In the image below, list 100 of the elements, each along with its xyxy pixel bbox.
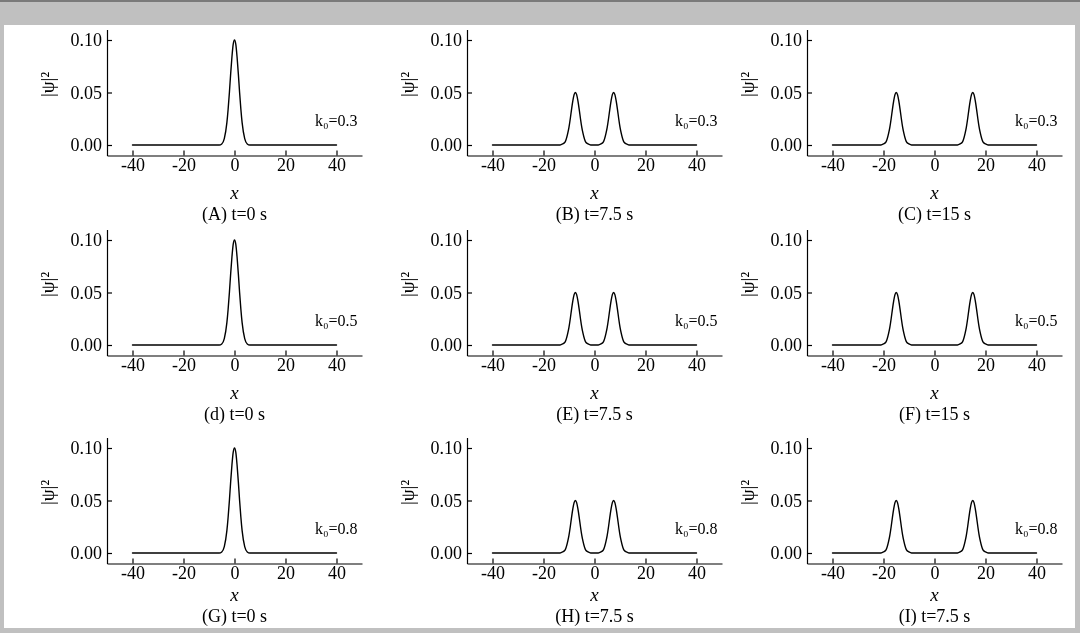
x-tick-label: 0: [930, 155, 940, 176]
x-tick-label: 40: [1028, 563, 1046, 584]
y-axis-title: |ψ|²: [36, 271, 58, 298]
y-tick-label: 0.05: [430, 282, 462, 303]
x-tick-label: 0: [590, 155, 600, 176]
annotation: k₀=0.5: [315, 311, 358, 328]
y-axis-title: |ψ|²: [736, 271, 758, 298]
x-tick-label: 0: [230, 155, 240, 176]
annotation: k₀=0.3: [675, 111, 718, 128]
x-tick-label: 40: [328, 355, 346, 376]
y-tick-label: 0.10: [430, 30, 462, 51]
x-tick-label: 40: [1028, 355, 1046, 376]
y-tick-label: 0.00: [770, 543, 802, 564]
text: (I) t=7.5 s: [898, 605, 971, 627]
x-tick-label: -20: [532, 355, 556, 376]
x-tick-label: -40: [821, 563, 845, 584]
y-tick-label: 0.00: [70, 135, 102, 156]
x-tick-label: -20: [872, 155, 896, 176]
text: (d) t=0 s: [203, 403, 266, 425]
x-axis-title: x: [929, 583, 940, 604]
x-tick-label: 40: [328, 563, 346, 584]
y-tick-label: 0.10: [70, 30, 102, 51]
x-tick-label: 0: [930, 563, 940, 584]
x-tick-label: -20: [872, 355, 896, 376]
y-tick-label: 0.05: [430, 82, 462, 103]
x-tick-label: -20: [532, 563, 556, 584]
x-tick-label: 0: [930, 355, 940, 376]
y-tick-label: 0.00: [70, 543, 102, 564]
y-axis-title: |ψ|²: [396, 479, 418, 506]
x-axis-title: x: [589, 381, 600, 402]
text: (E) t=7.5 s: [556, 403, 633, 425]
y-tick-label: 0.00: [430, 543, 462, 564]
x-axis-title: x: [229, 181, 240, 202]
text: (A) t=0 s: [201, 203, 268, 225]
x-axis-title: x: [589, 583, 600, 604]
x-axis-title: x: [929, 181, 940, 202]
y-tick-label: 0.05: [430, 490, 462, 511]
x-tick-label: -20: [872, 563, 896, 584]
x-tick-label: 20: [277, 563, 295, 584]
x-tick-label: 40: [688, 355, 706, 376]
y-tick-label: 0.10: [770, 230, 802, 251]
y-axis-title: |ψ|²: [396, 71, 418, 98]
y-tick-label: 0.10: [70, 230, 102, 251]
x-tick-label: -20: [172, 355, 196, 376]
x-tick-label: -40: [121, 155, 145, 176]
y-tick-label: 0.05: [770, 282, 802, 303]
x-tick-label: -40: [821, 355, 845, 376]
y-tick-label: 0.05: [70, 490, 102, 511]
text: (C) t=15 s: [897, 203, 972, 225]
x-tick-label: -40: [121, 355, 145, 376]
annotation: k₀=0.8: [675, 519, 718, 536]
y-axis-title: |ψ|²: [36, 71, 58, 98]
x-tick-label: 40: [328, 155, 346, 176]
x-tick-label: -40: [821, 155, 845, 176]
x-tick-label: 20: [977, 563, 995, 584]
y-tick-label: 0.00: [430, 135, 462, 156]
y-tick-label: 0.00: [770, 135, 802, 156]
y-tick-label: 0.00: [770, 335, 802, 356]
x-tick-label: -20: [532, 155, 556, 176]
y-tick-label: 0.05: [770, 82, 802, 103]
x-tick-label: 20: [977, 155, 995, 176]
x-axis-title: x: [589, 181, 600, 202]
x-tick-label: 20: [637, 563, 655, 584]
x-tick-label: 0: [590, 355, 600, 376]
x-tick-label: -20: [172, 563, 196, 584]
text: (F) t=15 s: [898, 403, 971, 425]
annotation: k₀=0.5: [1015, 311, 1058, 328]
y-tick-label: 0.10: [770, 30, 802, 51]
x-tick-label: -40: [481, 355, 505, 376]
y-tick-label: 0.05: [70, 82, 102, 103]
y-tick-label: 0.10: [430, 230, 462, 251]
annotation: k₀=0.3: [315, 111, 358, 128]
annotation: k₀=0.3: [1015, 111, 1058, 128]
x-tick-label: 40: [688, 563, 706, 584]
y-tick-label: 0.10: [430, 438, 462, 459]
x-axis-title: x: [229, 583, 240, 604]
x-axis-title: x: [929, 381, 940, 402]
y-tick-label: 0.00: [70, 335, 102, 356]
x-axis-title: x: [229, 381, 240, 402]
text: (B) t=7.5 s: [555, 203, 634, 225]
y-tick-label: 0.10: [770, 438, 802, 459]
x-tick-label: -40: [481, 155, 505, 176]
annotation: k₀=0.8: [315, 519, 358, 536]
y-tick-label: 0.05: [70, 282, 102, 303]
x-tick-label: -40: [121, 563, 145, 584]
x-tick-label: 40: [688, 155, 706, 176]
x-tick-label: 0: [230, 563, 240, 584]
y-axis-title: |ψ|²: [736, 479, 758, 506]
y-axis-title: |ψ|²: [36, 479, 58, 506]
x-tick-label: 40: [1028, 155, 1046, 176]
text: (G) t=0 s: [201, 605, 268, 627]
annotation: k₀=0.5: [675, 311, 718, 328]
y-axis-title: |ψ|²: [736, 71, 758, 98]
y-tick-label: 0.10: [70, 438, 102, 459]
x-tick-label: -20: [172, 155, 196, 176]
x-tick-label: 20: [277, 155, 295, 176]
x-tick-label: 20: [977, 355, 995, 376]
annotation: k₀=0.8: [1015, 519, 1058, 536]
text: (H) t=7.5 s: [555, 605, 634, 627]
x-tick-label: 0: [230, 355, 240, 376]
